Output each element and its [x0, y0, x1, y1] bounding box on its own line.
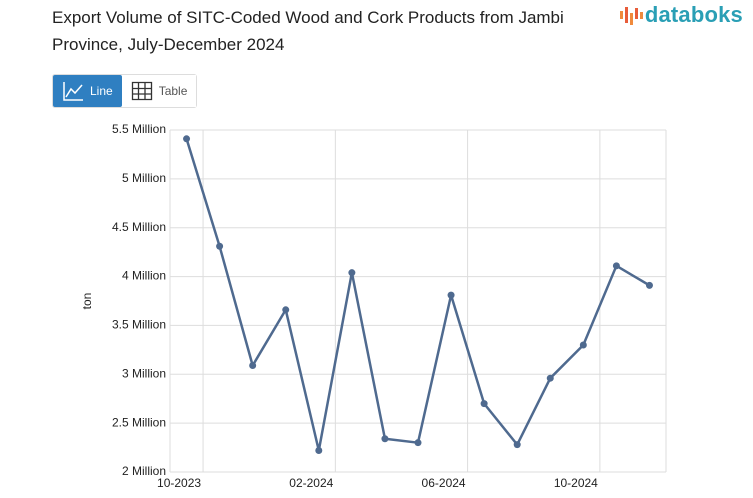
data-point: [315, 447, 323, 455]
line-icon: [63, 82, 83, 101]
x-tick-label: 10-2024: [554, 476, 598, 490]
table-icon: [131, 81, 152, 101]
y-axis-label: ton: [80, 293, 94, 310]
y-tick-label: 5 Million: [122, 171, 166, 185]
data-point: [480, 400, 488, 408]
data-point: [381, 435, 389, 443]
data-point: [183, 135, 191, 143]
data-point: [645, 281, 653, 289]
logo: databoks: [619, 2, 743, 28]
logo-icon: [619, 7, 643, 25]
data-point: [579, 341, 587, 349]
line-button[interactable]: Line: [53, 75, 122, 107]
y-tick-label: 2 Million: [122, 464, 166, 478]
data-point: [546, 374, 554, 382]
y-tick-label: 5.5 Million: [112, 122, 166, 136]
y-tick-label: 3.5 Million: [112, 318, 166, 332]
y-tick-label: 2.5 Million: [112, 415, 166, 429]
data-point: [216, 242, 224, 250]
table-button[interactable]: Table: [121, 75, 197, 107]
button-label: Line: [90, 84, 113, 98]
chart-title: Export Volume of SITC-Coded Wood and Cor…: [52, 8, 564, 54]
data-point: [612, 262, 620, 270]
y-tick-label: 4.5 Million: [112, 220, 166, 234]
data-point: [447, 291, 455, 299]
data-point: [282, 306, 290, 314]
series-line: [185, 138, 651, 452]
logo-text: databoks: [644, 2, 743, 27]
data-point: [414, 439, 422, 447]
y-tick-label: 4 Million: [122, 269, 166, 283]
button-label: Table: [158, 84, 188, 98]
x-tick-label: 06-2024: [422, 476, 466, 490]
data-point: [513, 441, 521, 449]
data-point: [249, 361, 257, 369]
view-switch: Line Table: [52, 74, 198, 108]
y-tick-label: 3 Million: [122, 366, 166, 380]
x-tick-label: 10-2023: [157, 476, 201, 490]
data-point: [348, 269, 356, 277]
x-tick-label: 02-2024: [289, 476, 333, 490]
